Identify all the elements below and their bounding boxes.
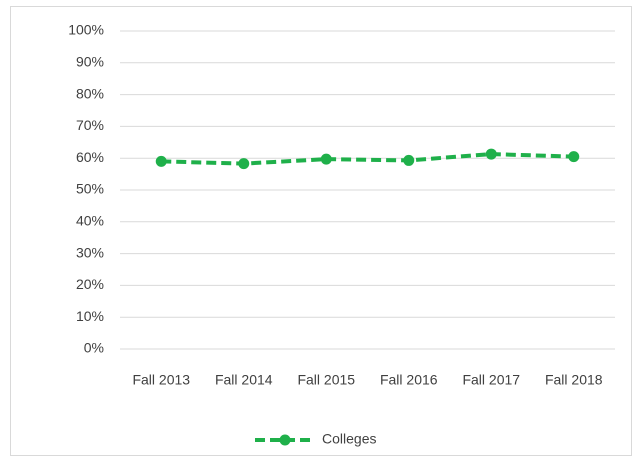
data-point — [238, 158, 250, 170]
y-tick-label: 50% — [76, 181, 104, 197]
legend-marker — [279, 434, 291, 446]
y-tick-label: 30% — [76, 244, 104, 260]
chart-border — [10, 6, 632, 456]
legend-label: Colleges — [322, 431, 376, 447]
data-point — [320, 153, 332, 165]
x-tick-label: Fall 2018 — [545, 372, 603, 388]
x-tick-label: Fall 2014 — [215, 372, 273, 388]
x-tick-label: Fall 2016 — [380, 372, 438, 388]
x-tick-label: Fall 2013 — [132, 372, 190, 388]
y-tick-label: 100% — [68, 22, 104, 38]
y-tick-label: 70% — [76, 117, 104, 133]
y-tick-label: 10% — [76, 308, 104, 324]
data-point — [403, 154, 415, 166]
data-point — [568, 151, 580, 163]
y-tick-label: 80% — [76, 85, 104, 101]
x-tick-label: Fall 2015 — [297, 372, 355, 388]
y-tick-label: 20% — [76, 276, 104, 292]
y-tick-label: 60% — [76, 149, 104, 165]
data-point — [485, 148, 497, 160]
y-tick-label: 0% — [84, 340, 104, 356]
data-point — [155, 155, 167, 167]
y-tick-label: 90% — [76, 54, 104, 70]
y-tick-label: 40% — [76, 213, 104, 229]
series-line — [161, 152, 574, 166]
x-tick-label: Fall 2017 — [462, 372, 520, 388]
